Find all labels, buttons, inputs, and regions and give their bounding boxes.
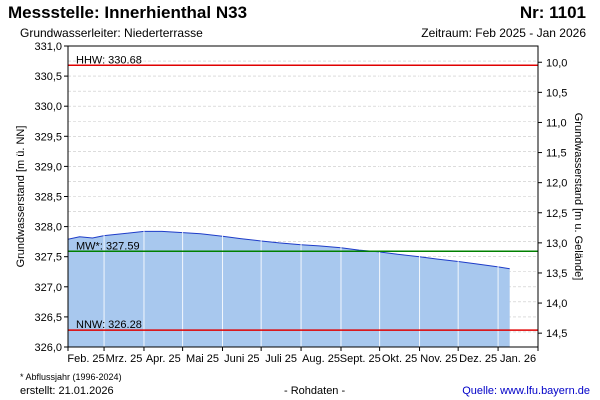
reference-label: MW*: 327.59 (76, 240, 140, 252)
y-tick-label-left: 329,5 (34, 131, 62, 143)
x-tick-label: Mrz. 25 (106, 353, 143, 365)
y-tick-label-left: 328,5 (34, 192, 62, 204)
groundwater-area (68, 231, 510, 347)
x-tick-label: Apr. 25 (146, 353, 181, 365)
x-tick-label: Okt. 25 (382, 353, 417, 365)
x-tick-label: Nov. 25 (420, 353, 457, 365)
x-tick-label: Juni 25 (224, 353, 259, 365)
y-tick-label-right: 11,0 (546, 117, 567, 129)
y-tick-label-left: 327,0 (34, 282, 62, 294)
y-tick-label-right: 10,5 (546, 87, 567, 99)
x-tick-label: Mai 25 (186, 353, 219, 365)
y-tick-label-left: 328,0 (34, 222, 62, 234)
period-label: Zeitraum: Feb 2025 - Jan 2026 (421, 26, 586, 40)
x-tick-label: Jan. 26 (500, 353, 536, 365)
y-tick-label-left: 329,0 (34, 161, 62, 173)
raw-data-note: - Rohdaten - (284, 385, 346, 397)
y-tick-label-left: 326,0 (34, 342, 62, 354)
y-tick-label-left: 330,0 (34, 101, 62, 113)
station-number: Nr: 1101 (519, 3, 586, 22)
y-tick-label-right: 13,0 (546, 238, 567, 250)
x-tick-label: Aug. 25 (302, 353, 340, 365)
y-tick-label-left: 327,5 (34, 252, 62, 264)
y-tick-label-left: 331,0 (34, 41, 62, 53)
y-tick-label-right: 13,5 (546, 268, 567, 280)
x-tick-label: Dez. 25 (459, 353, 497, 365)
station-title: Messstelle: Innerhienthal N33 (8, 3, 248, 22)
y-tick-label-right: 12,5 (546, 208, 567, 220)
source-link[interactable]: Quelle: www.lfu.bayern.de (462, 385, 590, 397)
y-axis-title-left: Grundwasserstand [m ü. NN] (15, 126, 27, 268)
x-tick-label: Feb. 25 (67, 353, 104, 365)
created-date: erstellt: 21.01.2026 (20, 385, 114, 397)
reference-label: NNW: 326.28 (76, 319, 142, 331)
footnote: * Abflussjahr (1996-2024) (20, 372, 122, 382)
aquifer-label: Grundwasserleiter: Niederterrasse (20, 26, 203, 40)
groundwater-line (67, 230, 510, 270)
y-axis-title-right: Grundwasserstand [m u. Gelände] (572, 113, 584, 281)
y-tick-label-left: 330,5 (34, 71, 62, 83)
y-tick-label-right: 11,5 (546, 148, 567, 160)
y-tick-label-right: 14,0 (546, 298, 567, 310)
y-tick-label-right: 10,0 (546, 57, 567, 69)
y-tick-label-right: 12,0 (546, 178, 567, 190)
reference-label: HHW: 330.68 (76, 54, 142, 66)
x-tick-label: Juli 25 (265, 353, 297, 365)
y-tick-label-right: 14,5 (546, 328, 567, 340)
x-tick-label: Sept. 25 (340, 353, 381, 365)
y-tick-label-left: 326,5 (34, 312, 62, 324)
